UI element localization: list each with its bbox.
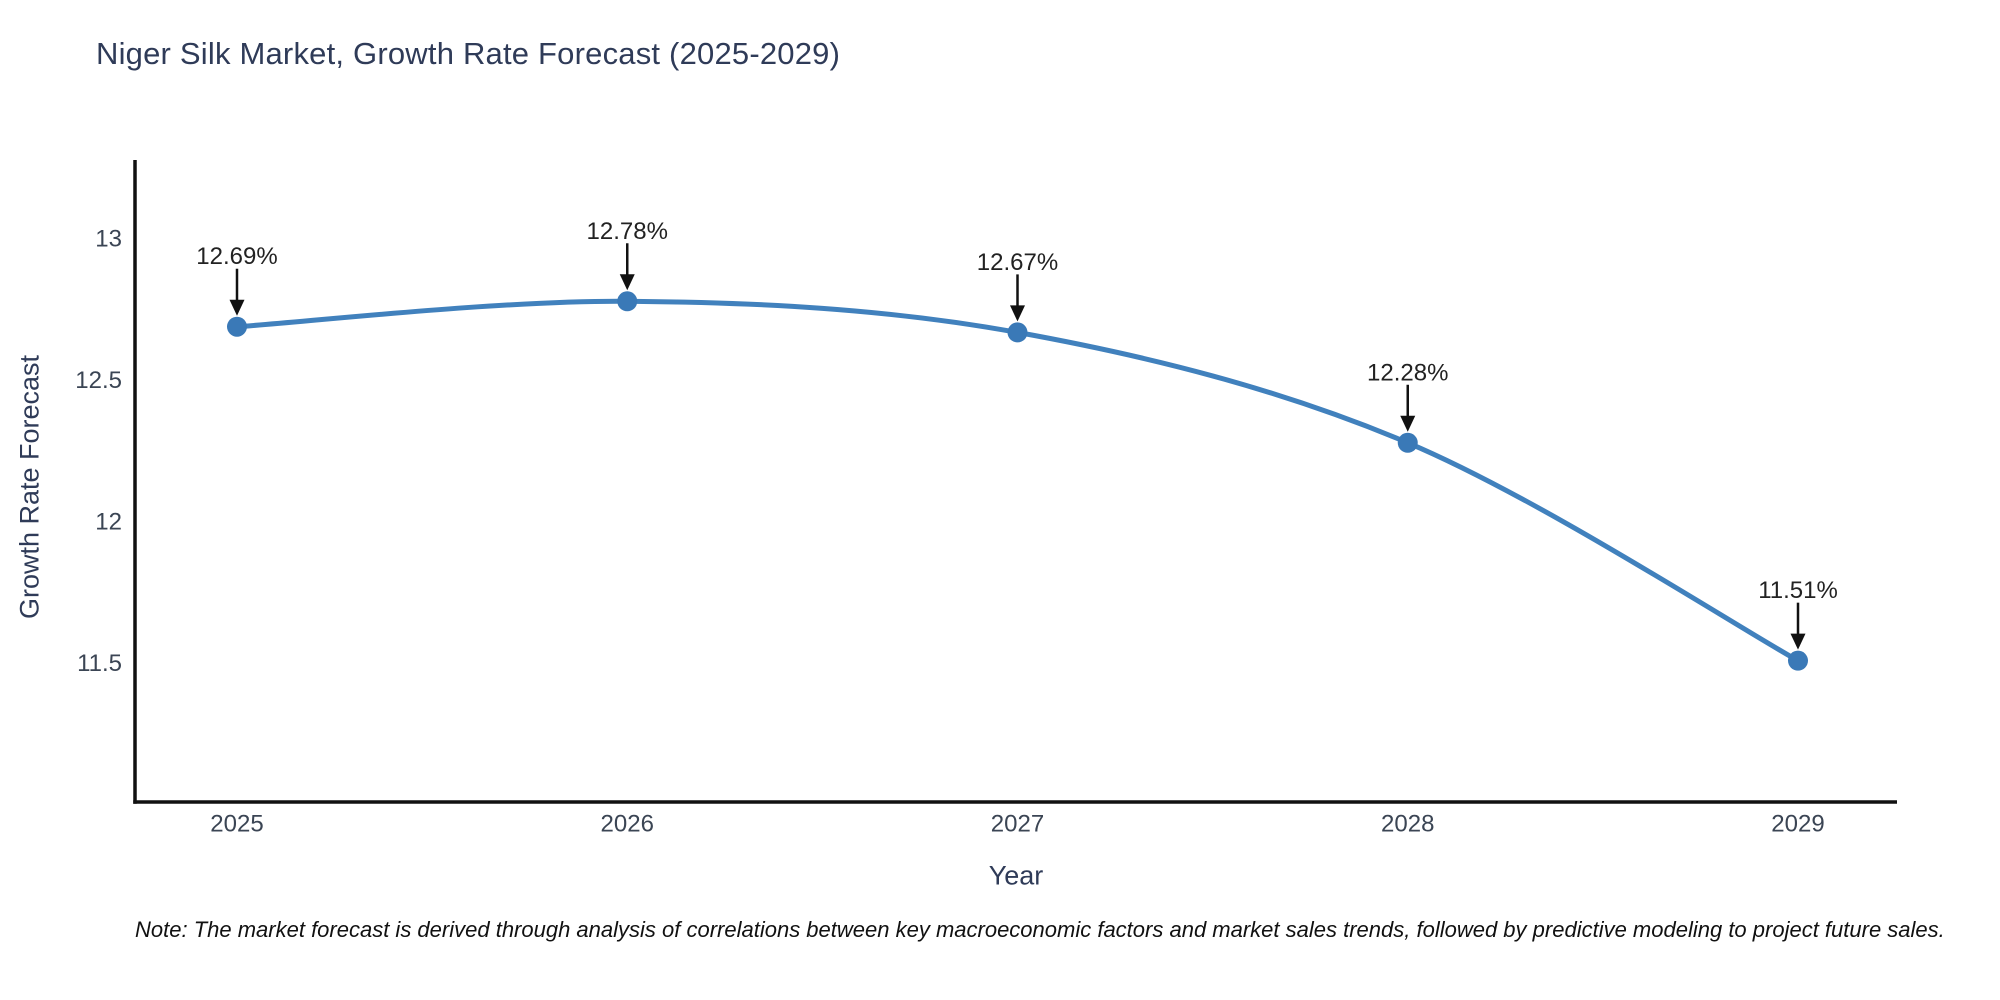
x-tick-label: 2025 xyxy=(210,811,263,838)
x-tick-label: 2026 xyxy=(601,811,654,838)
y-tick-label: 12.5 xyxy=(75,367,122,394)
y-tick-label: 12 xyxy=(95,509,122,536)
annotation-arrow-head xyxy=(1790,633,1806,650)
x-tick-label: 2027 xyxy=(991,811,1044,838)
data-point xyxy=(1788,650,1808,671)
point-annotation: 12.28% xyxy=(1367,359,1448,386)
data-point xyxy=(1007,322,1028,343)
point-annotation: 12.78% xyxy=(587,218,668,245)
y-tick-label: 13 xyxy=(95,226,122,253)
forecast-line xyxy=(234,298,1801,664)
footnote: Note: The market forecast is derived thr… xyxy=(135,917,1945,942)
data-point xyxy=(617,291,638,312)
x-tick-label: 2029 xyxy=(1771,811,1824,838)
annotation-arrow-head xyxy=(619,274,635,291)
y-tick-label: 11.5 xyxy=(77,650,122,677)
point-annotation: 11.51% xyxy=(1758,577,1838,604)
point-annotation: 12.67% xyxy=(977,249,1058,276)
x-tick-label: 2028 xyxy=(1381,811,1434,838)
data-point xyxy=(1397,432,1418,453)
annotation-arrow-head xyxy=(1010,305,1025,322)
chart-title: Niger Silk Market, Growth Rate Forecast … xyxy=(96,36,841,71)
annotation-arrow-head xyxy=(229,299,245,316)
annotation-arrow-head xyxy=(1400,415,1416,432)
data-point xyxy=(227,316,247,337)
point-annotation: 12.69% xyxy=(196,243,277,270)
x-axis-title: Year xyxy=(988,860,1044,891)
